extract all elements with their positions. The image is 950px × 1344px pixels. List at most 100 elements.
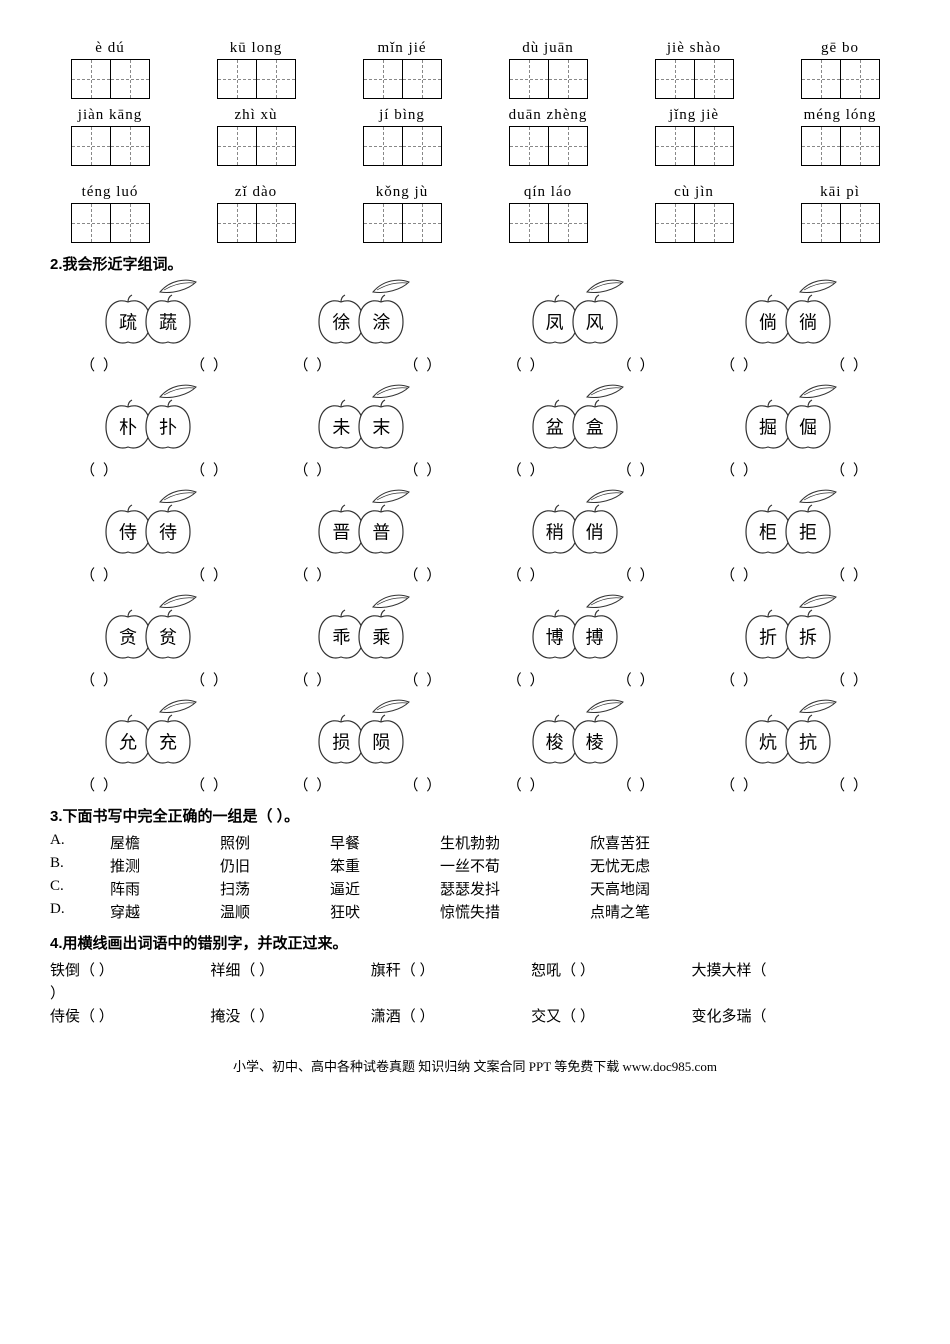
apple-pair-col: 梭棱 xyxy=(477,700,687,770)
apple-icon: 贫 xyxy=(140,607,196,663)
tianzi-cell xyxy=(548,59,588,99)
apple-pair-col: 折拆 xyxy=(690,595,900,665)
apple-char: 博 xyxy=(546,623,564,649)
paren-group: （ ）（ ） xyxy=(263,459,473,480)
apple-icon: 普 xyxy=(353,502,409,558)
pinyin-cell: méng lóng xyxy=(780,107,900,166)
tianzi-cell xyxy=(363,59,403,99)
tianzi-grid xyxy=(488,203,608,243)
apple-char: 徜 xyxy=(799,308,817,334)
apple-icon: 拆 xyxy=(780,607,836,663)
apple-pair: 盆盒 xyxy=(527,385,637,455)
pinyin-cell: kǒng jù xyxy=(342,184,462,243)
apple-icon: 俏 xyxy=(567,502,623,558)
tianzi-cell xyxy=(402,59,442,99)
paren-line: （ ）（ ）（ ）（ ）（ ）（ ）（ ）（ ） xyxy=(50,774,900,795)
pinyin-cell: mǐn jié xyxy=(342,40,462,99)
paren-group: （ ）（ ） xyxy=(50,564,260,585)
paren-blank: （ ） xyxy=(477,669,577,690)
apple-pair-col: 未末 xyxy=(263,385,473,455)
apple-char: 梭 xyxy=(546,728,564,754)
tianzi-grid xyxy=(780,126,900,166)
apple-char: 俏 xyxy=(586,518,604,544)
apple-pair: 疏蔬 xyxy=(100,280,210,350)
q3-word: 点晴之笔 xyxy=(590,901,740,922)
pinyin-cell: jiè shào xyxy=(634,40,754,99)
pinyin-row: è dúkū longmǐn jiédù juānjiè shàogē bo xyxy=(50,40,900,99)
paren-group: （ ）（ ） xyxy=(263,354,473,375)
apple-icon: 拒 xyxy=(780,502,836,558)
apple-char: 晋 xyxy=(332,518,350,544)
apple-icon: 搏 xyxy=(567,607,623,663)
apple-pair-col: 徐涂 xyxy=(263,280,473,350)
pinyin-label: gē bo xyxy=(780,40,900,57)
paren-blank: （ ） xyxy=(800,669,900,690)
tianzi-cell xyxy=(801,59,841,99)
apple-row: 贪贫乖乘博搏折拆 xyxy=(50,595,900,665)
apple-char: 末 xyxy=(372,413,390,439)
q4-word: 变化多瑞（ xyxy=(692,1005,900,1026)
q3-word: 屋檐 xyxy=(110,832,220,853)
apple-pair: 乖乘 xyxy=(313,595,423,665)
apple-pair: 凤风 xyxy=(527,280,637,350)
apple-char: 乖 xyxy=(332,623,350,649)
paren-group: （ ）（ ） xyxy=(690,564,900,585)
q4-word: 祥细（ ） xyxy=(210,959,370,980)
paren-blank: （ ） xyxy=(477,459,577,480)
pinyin-label: zhì xù xyxy=(196,107,316,124)
pinyin-label: qín láo xyxy=(488,184,608,201)
pinyin-label: jiàn kāng xyxy=(50,107,170,124)
q3-option-line: D.穿越温顺狂吠惊慌失措点晴之笔 xyxy=(50,901,900,922)
tianzi-cell xyxy=(71,203,111,243)
apple-icon: 末 xyxy=(353,397,409,453)
apple-pair: 损陨 xyxy=(313,700,423,770)
paren-group: （ ）（ ） xyxy=(477,669,687,690)
q3-word: 早餐 xyxy=(330,832,440,853)
q3-word: 扫荡 xyxy=(220,878,330,899)
tianzi-cell xyxy=(548,126,588,166)
paren-group: （ ）（ ） xyxy=(263,774,473,795)
tianzi-cell xyxy=(217,59,257,99)
pinyin-label: jǐng jiè xyxy=(634,107,754,124)
apple-pair: 梭棱 xyxy=(527,700,637,770)
apple-pair: 稍俏 xyxy=(527,490,637,560)
tianzi-cell xyxy=(840,203,880,243)
q3-word: 推测 xyxy=(110,855,220,876)
paren-blank: （ ） xyxy=(160,669,260,690)
tianzi-cell xyxy=(217,126,257,166)
apple-char: 盒 xyxy=(586,413,604,439)
apple-pair-col: 晋普 xyxy=(263,490,473,560)
apple-pair-col: 乖乘 xyxy=(263,595,473,665)
apple-pair: 倘徜 xyxy=(740,280,850,350)
apple-icon: 陨 xyxy=(353,712,409,768)
tianzi-cell xyxy=(509,203,549,243)
tianzi-cell xyxy=(110,59,150,99)
pinyin-cell: è dú xyxy=(50,40,170,99)
apple-pair-col: 损陨 xyxy=(263,700,473,770)
apple-char: 柜 xyxy=(759,518,777,544)
paren-blank: （ ） xyxy=(800,354,900,375)
tianzi-grid xyxy=(780,59,900,99)
tianzi-grid xyxy=(634,203,754,243)
apple-pair: 朴扑 xyxy=(100,385,210,455)
tianzi-cell xyxy=(402,126,442,166)
apple-icon: 蔬 xyxy=(140,292,196,348)
pinyin-label: kǒng jù xyxy=(342,184,462,201)
q3-word: 狂吠 xyxy=(330,901,440,922)
q4-word: 铁倒（ ） xyxy=(50,959,210,980)
paren-group: （ ）（ ） xyxy=(50,459,260,480)
apple-pair-col: 朴扑 xyxy=(50,385,260,455)
apple-icon: 乘 xyxy=(353,607,409,663)
q3-option-line: B.推测仍旧笨重一丝不荀无忧无虑 xyxy=(50,855,900,876)
apple-icon: 扑 xyxy=(140,397,196,453)
pinyin-cell: zhì xù xyxy=(196,107,316,166)
paren-blank: （ ） xyxy=(50,669,150,690)
q4-word: 恕吼（ ） xyxy=(531,959,691,980)
apple-char: 蔬 xyxy=(159,308,177,334)
paren-group: （ ）（ ） xyxy=(477,564,687,585)
pinyin-cell: jǐng jiè xyxy=(634,107,754,166)
apple-char: 陨 xyxy=(372,728,390,754)
q3-option-letter: C. xyxy=(50,878,110,899)
apple-pair-col: 炕抗 xyxy=(690,700,900,770)
apple-pair-col: 掘倔 xyxy=(690,385,900,455)
